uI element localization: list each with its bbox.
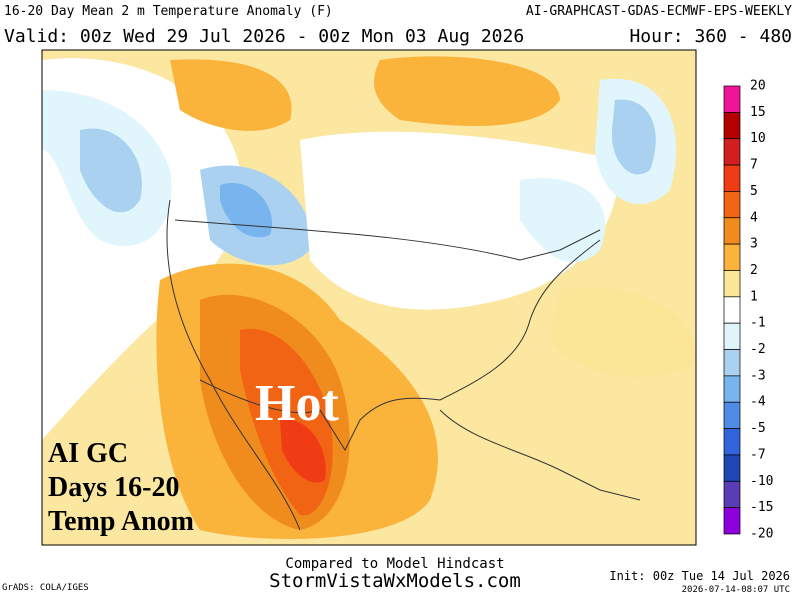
colorbar-label: -4 — [750, 395, 766, 410]
hot-region — [280, 419, 326, 483]
colorbar-box — [723, 164, 741, 192]
colorbar-label: 15 — [750, 105, 766, 120]
colorbar-box — [723, 191, 741, 219]
colorbar-box — [723, 270, 741, 298]
colorbar-box — [723, 85, 741, 113]
overlay-label: Hot — [255, 375, 339, 432]
annotation-line: Days 16-20 — [48, 472, 179, 503]
colorbar-label: 7 — [750, 158, 758, 173]
colorbar-label: 3 — [750, 237, 758, 252]
init-time: Init: 00z Tue 14 Jul 2026 — [609, 569, 790, 583]
timestamp: 2026-07-14-08:07 UTC — [682, 585, 790, 594]
colorbar-box — [723, 375, 741, 403]
cool-region — [220, 183, 272, 238]
cool-region — [611, 99, 656, 175]
colorbar-box — [723, 296, 741, 324]
colorbar-box — [723, 138, 741, 166]
annotation-line: Temp Anom — [48, 506, 194, 537]
colorbar-label: -3 — [750, 368, 766, 383]
colorbar-box — [723, 454, 741, 482]
colorbar-label: 4 — [750, 210, 758, 225]
colorbar-label: -5 — [750, 421, 766, 436]
colorbar-box — [723, 322, 741, 350]
colorbar-box — [723, 349, 741, 377]
warm-region — [170, 59, 292, 131]
colorbar-label: -15 — [750, 500, 773, 515]
valid-time: Valid: 00z Wed 29 Jul 2026 - 00z Mon 03 … — [4, 26, 524, 47]
colorbar-label: 2 — [750, 263, 758, 278]
borders — [166, 199, 641, 531]
credit: GrADS: COLA/IGES — [2, 583, 89, 593]
title-right: AI-GRAPHCAST-GDAS-ECMWF-EPS-WEEKLY — [526, 4, 792, 19]
colorbar-box — [723, 428, 741, 456]
colorbar-label: 1 — [750, 289, 758, 304]
map-frame — [41, 49, 697, 546]
map — [42, 50, 696, 545]
colorbar-label: -1 — [750, 316, 766, 331]
site: StormVistaWxModels.com — [269, 570, 521, 592]
colorbar-label: -20 — [750, 527, 773, 542]
colorbar-box — [723, 112, 741, 140]
annotation-line: AI GC — [48, 438, 128, 469]
hour-range: Hour: 360 - 480 — [629, 26, 792, 47]
colorbar-box — [723, 243, 741, 271]
warm-region — [374, 56, 560, 126]
colorbar: 20 15 10 7 5 4 3 2 1 -1 -2 -3 -4 -5 -7 -10 -15 -20 — [723, 79, 773, 542]
colorbar-label: 5 — [750, 184, 758, 199]
neutral-region — [300, 131, 620, 310]
compared-note: Compared to Model Hindcast — [285, 556, 504, 572]
colorbar-label: 20 — [750, 79, 766, 94]
colorbar-box — [723, 217, 741, 245]
cool-region — [520, 178, 606, 263]
colorbar-label: -2 — [750, 342, 766, 357]
warm-region — [550, 287, 696, 378]
colorbar-label: 10 — [750, 131, 766, 146]
title-left: 16-20 Day Mean 2 m Temperature Anomaly (… — [4, 4, 333, 19]
colorbar-label: -10 — [750, 474, 773, 489]
colorbar-label: -7 — [750, 447, 766, 462]
colorbar-box — [723, 480, 741, 508]
colorbar-box — [723, 401, 741, 429]
colorbar-box — [723, 507, 741, 535]
cool-region — [80, 128, 142, 213]
